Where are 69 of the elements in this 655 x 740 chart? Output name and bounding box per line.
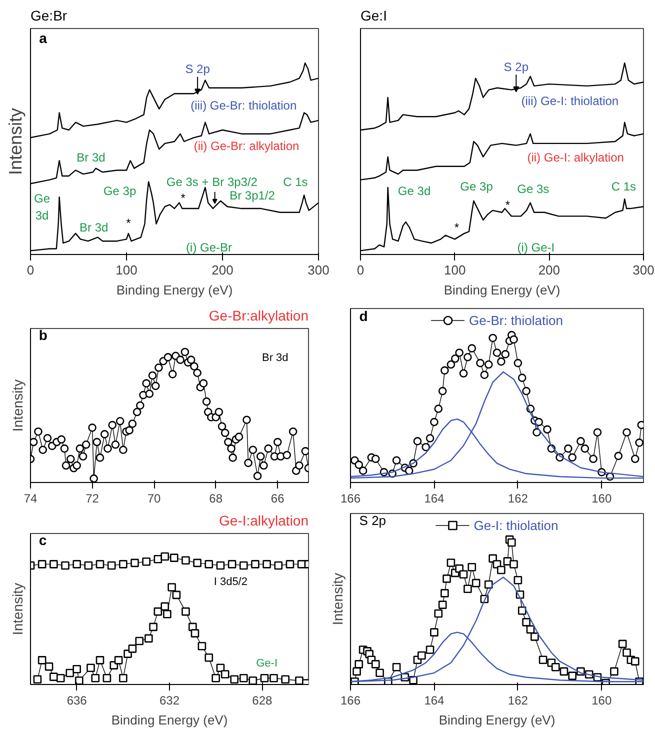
x-tick-label: 164 [424,492,445,506]
text: a [39,30,48,46]
annotation: Ge 3d [398,184,431,198]
y-axis-title: Intensity [330,572,346,626]
text: c [38,532,47,548]
x-tick-label: 0 [26,262,34,278]
y-axis-title: Intensity [10,379,26,432]
x-tick-label: 68 [209,492,223,506]
x-tick-label: 300 [632,262,654,278]
annotation: (i) Ge-I [517,240,555,255]
x-tick-label: 166 [340,694,361,708]
x-tick-label: 160 [592,694,612,708]
x-tick-label: 162 [508,492,528,506]
text: S 2p [359,513,386,528]
x-tick-label: 636 [66,694,88,708]
annotation: Br 3d [262,352,288,364]
x-tick-label: 160 [592,492,612,506]
x-tick-label: 162 [508,694,528,708]
chart-title: Ge:I [360,8,387,24]
annotation: Br 3d [76,150,106,164]
x-tick-label: 632 [159,694,180,708]
x-axis-title: Binding Energy (eV) [116,282,233,298]
annotation: Ge 3p [460,180,494,194]
chart-title: Ge:Br [30,8,68,24]
x-tick-label: 200 [538,262,560,278]
x-tick-label: 72 [86,492,100,506]
annotation: (ii) Ge-Br: alkylation [194,139,300,154]
annotation: (ii) Ge-I: alkylation [527,150,624,164]
text: b [38,327,48,344]
annotation: * [180,191,186,205]
x-tick-label: 100 [116,262,138,278]
annotation: C 1s [611,180,636,194]
x-tick-label: 300 [308,262,330,278]
annotation: Ge 3p [103,184,136,198]
x-tick-label: 100 [444,262,466,278]
annotation: (iii) Ge-I: thiolation [521,94,619,108]
x-tick-label: 74 [24,492,38,506]
annotation: Ge 3s [517,182,550,196]
x-tick-label: 164 [424,694,445,708]
annotation: S 2p [504,60,529,74]
legend-label: Ge-I: thiolation [474,518,558,532]
annotation: Ge-I [256,657,278,670]
annotation: Ge 3d [34,192,50,222]
chart-title: Ge-Br:alkylation [208,308,308,324]
chart-title: Ge-I:alkylation [219,512,308,528]
x-tick-label: 166 [340,492,361,506]
annotation: * [505,198,510,212]
annotation: (i) Ge-Br [186,240,232,255]
x-tick-label: 70 [147,492,162,506]
annotation: I 3d5/2 [214,576,248,588]
legend-label: Ge-Br: thiolation [469,312,563,328]
x-tick-label: 200 [212,262,234,278]
text: d [359,308,368,324]
annotation: Ge 3s + Br 3p3/2 [166,175,258,190]
y-axis-title: Intensity [10,582,26,636]
annotation: (iii) Ge-Br: thiolation [190,98,297,112]
x-axis-title: Binding Energy (eV) [438,712,556,728]
x-tick-label: 0 [356,262,364,278]
annotation: S 2p [185,62,210,76]
x-tick-label: 628 [252,694,273,708]
y-axis-title: Intensity [6,108,26,176]
annotation: * [454,220,460,234]
x-axis-title: Binding Energy (eV) [444,282,560,298]
x-axis-title: Binding Energy (eV) [111,712,228,728]
annotation: C 1s [283,175,308,190]
annotation: Br 3p1/2 [230,188,276,203]
x-tick-label: 66 [270,492,285,506]
annotation: Br 3d [80,220,108,234]
annotation: * [126,216,132,230]
